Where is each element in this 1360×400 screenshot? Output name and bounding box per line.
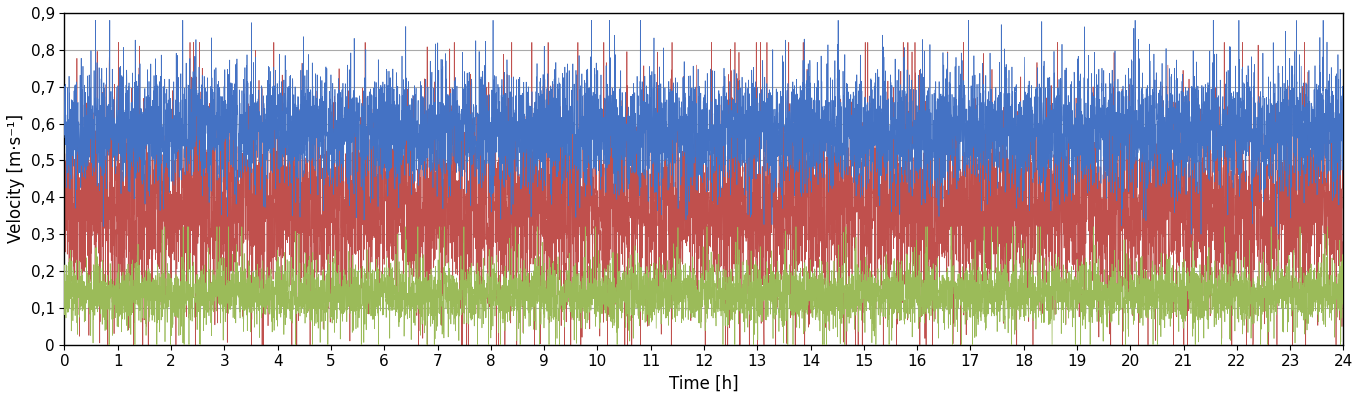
X-axis label: Time [h]: Time [h] <box>669 375 738 393</box>
Y-axis label: Velocity [m·s⁻¹]: Velocity [m·s⁻¹] <box>7 114 24 244</box>
